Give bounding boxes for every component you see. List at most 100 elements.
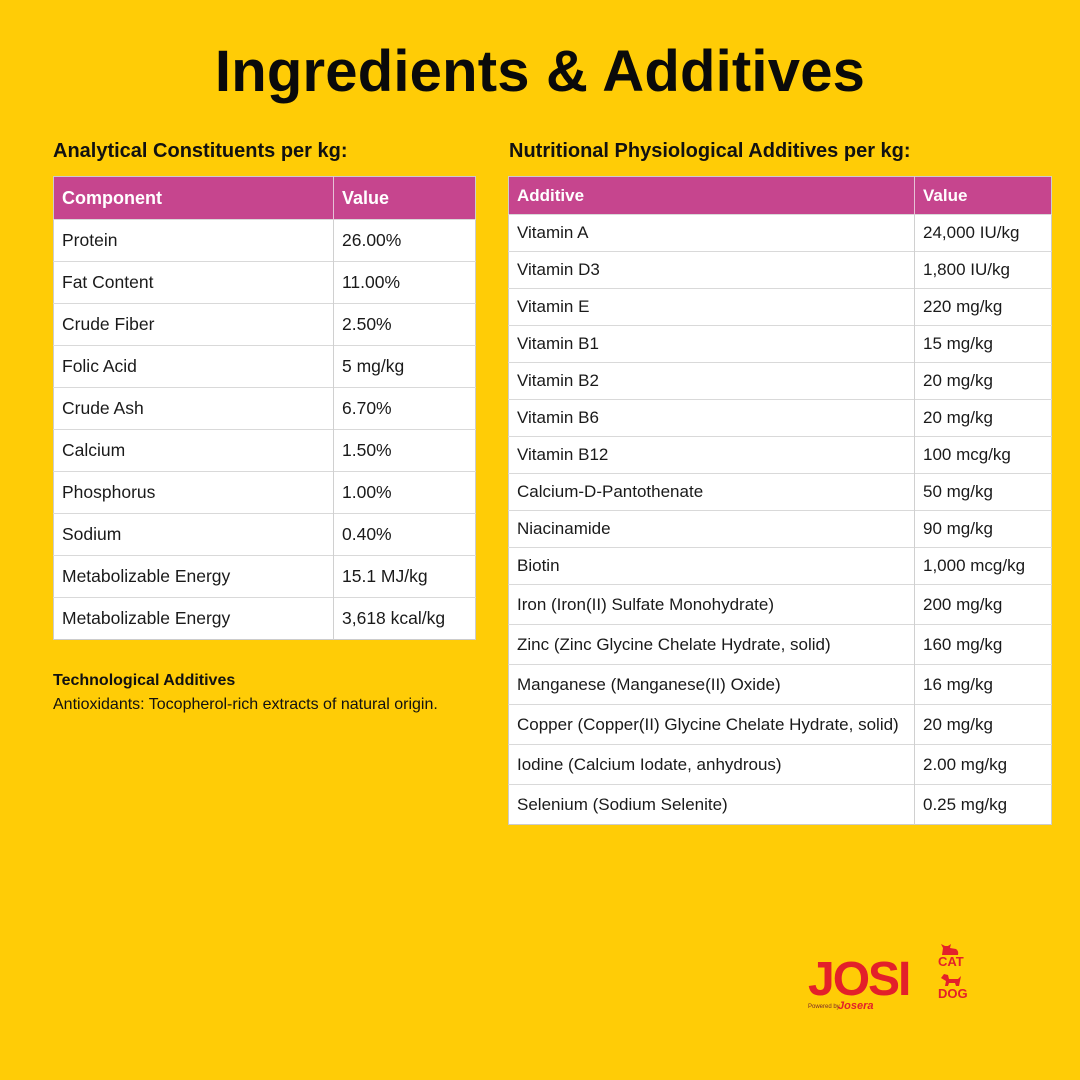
value-cell: 20 mg/kg [914,399,1052,437]
technological-additives-text: Antioxidants: Tocopherol-rich extracts o… [53,696,438,713]
component-cell: Crude Ash [53,387,334,430]
table-header-row: Component Value [53,176,476,220]
table-row: Sodium 0.40% [53,513,476,556]
value-cell: 200 mg/kg [914,584,1052,625]
analytical-constituents-table: Component Value Protein 26.00% Fat Conten… [53,176,476,640]
technological-additives: Technological Additives Antioxidants: To… [53,669,438,717]
component-cell: Crude Fiber [53,303,334,346]
table-row: Protein 26.00% [53,219,476,262]
value-cell: 11.00% [333,261,476,304]
table-row: Metabolizable Energy 15.1 MJ/kg [53,555,476,598]
table-row: Vitamin B2 20 mg/kg [508,362,1052,400]
value-cell: 50 mg/kg [914,473,1052,511]
dog-icon [941,974,961,986]
additive-cell: Copper (Copper(II) Glycine Chelate Hydra… [508,704,915,745]
logo-dog-label: DOG [938,986,968,1001]
value-cell: 5 mg/kg [333,345,476,388]
table-row: Manganese (Manganese(II) Oxide) 16 mg/kg [508,664,1052,705]
table-row: Vitamin D3 1,800 IU/kg [508,251,1052,289]
component-cell: Metabolizable Energy [53,597,334,640]
additive-cell: Zinc (Zinc Glycine Chelate Hydrate, soli… [508,624,915,665]
value-cell: 1.50% [333,429,476,472]
nutritional-additives-heading: Nutritional Physiological Additives per … [509,140,911,162]
additive-cell: Vitamin E [508,288,915,326]
value-cell: 0.25 mg/kg [914,784,1052,825]
value-cell: 100 mcg/kg [914,436,1052,474]
table-row: Calcium-D-Pantothenate 50 mg/kg [508,473,1052,511]
value-cell: 26.00% [333,219,476,262]
table-row: Zinc (Zinc Glycine Chelate Hydrate, soli… [508,624,1052,665]
component-cell: Folic Acid [53,345,334,388]
additive-cell: Biotin [508,547,915,585]
value-cell: 2.00 mg/kg [914,744,1052,785]
column-header-component: Component [53,176,334,220]
component-cell: Phosphorus [53,471,334,514]
additive-cell: Vitamin B12 [508,436,915,474]
analytical-constituents-heading: Analytical Constituents per kg: [53,140,348,162]
value-cell: 24,000 IU/kg [914,214,1052,252]
additive-cell: Manganese (Manganese(II) Oxide) [508,664,915,705]
table-header-row: Additive Value [508,176,1052,215]
technological-additives-heading: Technological Additives [53,672,236,689]
value-cell: 20 mg/kg [914,362,1052,400]
component-cell: Protein [53,219,334,262]
table-row: Vitamin B6 20 mg/kg [508,399,1052,437]
component-cell: Calcium [53,429,334,472]
additive-cell: Iodine (Calcium Iodate, anhydrous) [508,744,915,785]
additive-cell: Vitamin B2 [508,362,915,400]
table-row: Folic Acid 5 mg/kg [53,345,476,388]
table-row: Iron (Iron(II) Sulfate Monohydrate) 200 m… [508,584,1052,625]
josera-brand: Josera [838,1000,874,1012]
value-cell: 15 mg/kg [914,325,1052,363]
table-row: Selenium (Sodium Selenite) 0.25 mg/kg [508,784,1052,825]
value-cell: 20 mg/kg [914,704,1052,745]
additive-cell: Calcium-D-Pantothenate [508,473,915,511]
josi-logo: JOSI CAT DOG Powered by Josera [806,942,971,1020]
component-cell: Sodium [53,513,334,556]
table-row: Vitamin B12 100 mcg/kg [508,436,1052,474]
value-cell: 15.1 MJ/kg [333,555,476,598]
value-cell: 220 mg/kg [914,288,1052,326]
value-cell: 160 mg/kg [914,624,1052,665]
cat-icon [941,944,959,955]
component-cell: Metabolizable Energy [53,555,334,598]
additive-cell: Vitamin B1 [508,325,915,363]
additive-cell: Vitamin B6 [508,399,915,437]
powered-by-label: Powered by [808,1004,840,1010]
column-header-additive: Additive [508,176,915,215]
additive-cell: Niacinamide [508,510,915,548]
value-cell: 90 mg/kg [914,510,1052,548]
value-cell: 6.70% [333,387,476,430]
table-row: Iodine (Calcium Iodate, anhydrous) 2.00 m… [508,744,1052,785]
value-cell: 16 mg/kg [914,664,1052,705]
table-row: Niacinamide 90 mg/kg [508,510,1052,548]
value-cell: 1.00% [333,471,476,514]
additive-cell: Iron (Iron(II) Sulfate Monohydrate) [508,584,915,625]
additive-cell: Vitamin D3 [508,251,915,289]
value-cell: 1,000 mcg/kg [914,547,1052,585]
table-row: Biotin 1,000 mcg/kg [508,547,1052,585]
column-header-value: Value [914,176,1052,215]
table-row: Copper (Copper(II) Glycine Chelate Hydra… [508,704,1052,745]
table-row: Calcium 1.50% [53,429,476,472]
table-row: Vitamin B1 15 mg/kg [508,325,1052,363]
column-header-value: Value [333,176,476,220]
table-row: Vitamin A 24,000 IU/kg [508,214,1052,252]
component-cell: Fat Content [53,261,334,304]
value-cell: 3,618 kcal/kg [333,597,476,640]
nutritional-additives-table: Additive Value Vitamin A 24,000 IU/kg Vit… [508,176,1052,825]
additive-cell: Selenium (Sodium Selenite) [508,784,915,825]
table-row: Vitamin E 220 mg/kg [508,288,1052,326]
logo-cat-label: CAT [938,954,964,969]
table-row: Fat Content 11.00% [53,261,476,304]
table-row: Phosphorus 1.00% [53,471,476,514]
value-cell: 2.50% [333,303,476,346]
value-cell: 1,800 IU/kg [914,251,1052,289]
table-row: Crude Ash 6.70% [53,387,476,430]
page-title: Ingredients & Additives [214,39,866,104]
additive-cell: Vitamin A [508,214,915,252]
table-row: Metabolizable Energy 3,618 kcal/kg [53,597,476,640]
value-cell: 0.40% [333,513,476,556]
table-row: Crude Fiber 2.50% [53,303,476,346]
logo-wordmark: JOSI [808,953,911,1006]
